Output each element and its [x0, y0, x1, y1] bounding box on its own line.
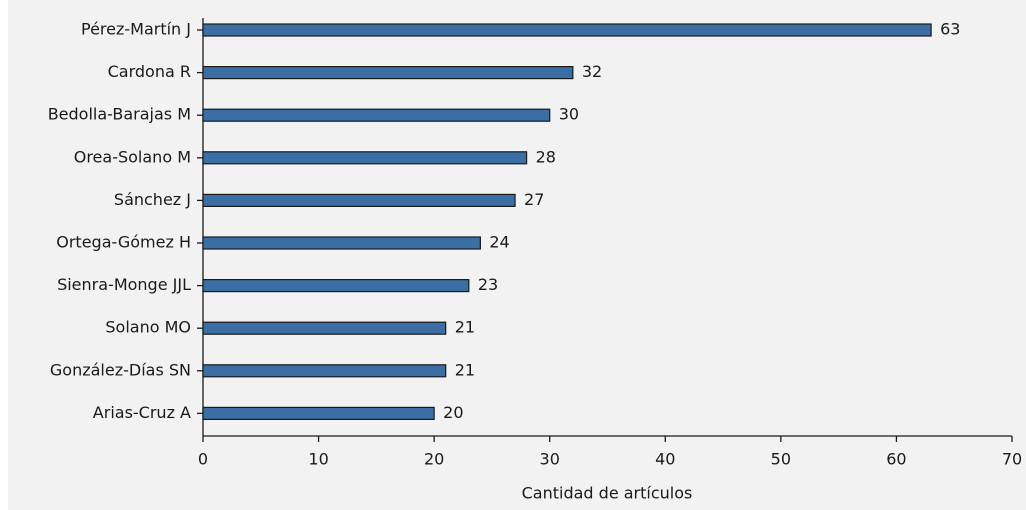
x-tick-label: 10 [308, 450, 328, 469]
y-tick-label: Pérez-Martín J [81, 20, 191, 39]
x-axis-label: Cantidad de artículos [522, 484, 693, 503]
bar [202, 108, 551, 122]
y-tick-label: Arias-Cruz A [93, 403, 191, 422]
x-tick-label: 60 [886, 450, 906, 469]
bar [202, 23, 932, 37]
value-label: 30 [559, 105, 579, 124]
value-label: 20 [443, 403, 463, 422]
value-label: 23 [478, 275, 498, 294]
bar [202, 279, 470, 293]
y-tick-label: Orea-Solano M [74, 147, 191, 166]
y-tick-label: Solano MO [105, 318, 191, 337]
x-tick-label: 50 [771, 450, 791, 469]
x-tick-label: 40 [655, 450, 675, 469]
value-label: 28 [536, 147, 556, 166]
value-label: 21 [455, 318, 475, 337]
x-tick-label: 0 [198, 450, 208, 469]
x-tick-label: 70 [1002, 450, 1022, 469]
value-label: 24 [489, 233, 509, 252]
y-tick-label: Sánchez J [114, 190, 191, 209]
y-tick-label: Ortega-Gómez H [56, 233, 191, 252]
bar [202, 364, 447, 378]
y-tick-label: Bedolla-Barajas M [48, 105, 191, 124]
y-tick-label: Sienra-Monge JJL [57, 275, 191, 294]
background [8, 0, 1026, 510]
bar [202, 193, 516, 207]
value-label: 21 [455, 360, 475, 379]
bar [202, 236, 481, 250]
value-label: 32 [582, 62, 602, 81]
bar [202, 321, 447, 335]
value-label: 27 [524, 190, 544, 209]
value-label: 63 [940, 20, 960, 39]
x-tick-label: 20 [424, 450, 444, 469]
x-tick-label: 30 [540, 450, 560, 469]
y-tick-label: Cardona R [108, 62, 191, 81]
bar [202, 406, 435, 420]
bar [202, 151, 528, 165]
bar [202, 65, 574, 80]
y-tick-label: González-Días SN [50, 360, 191, 379]
